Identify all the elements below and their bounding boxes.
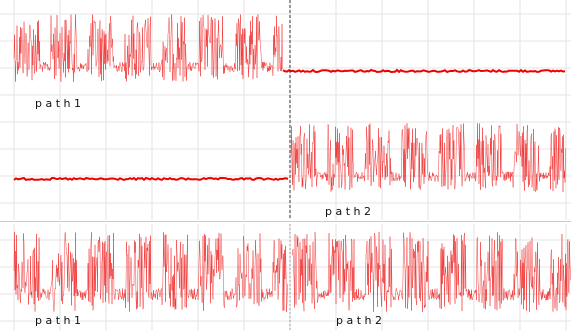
trace-label: p a t h 2	[325, 205, 371, 218]
signal-trace	[292, 232, 571, 312]
signal-trace	[14, 178, 288, 180]
signal-trace	[283, 70, 565, 72]
trace-label: p a t h 1	[35, 314, 81, 327]
scope-figure: p a t h 1 p a t h 2 p a t h 1 p a t h 2	[0, 0, 571, 330]
trace-label: p a t h 1	[35, 97, 81, 110]
trace-label: p a t h 2	[336, 314, 382, 327]
signal-trace	[14, 14, 283, 82]
signal-trace	[14, 232, 288, 312]
